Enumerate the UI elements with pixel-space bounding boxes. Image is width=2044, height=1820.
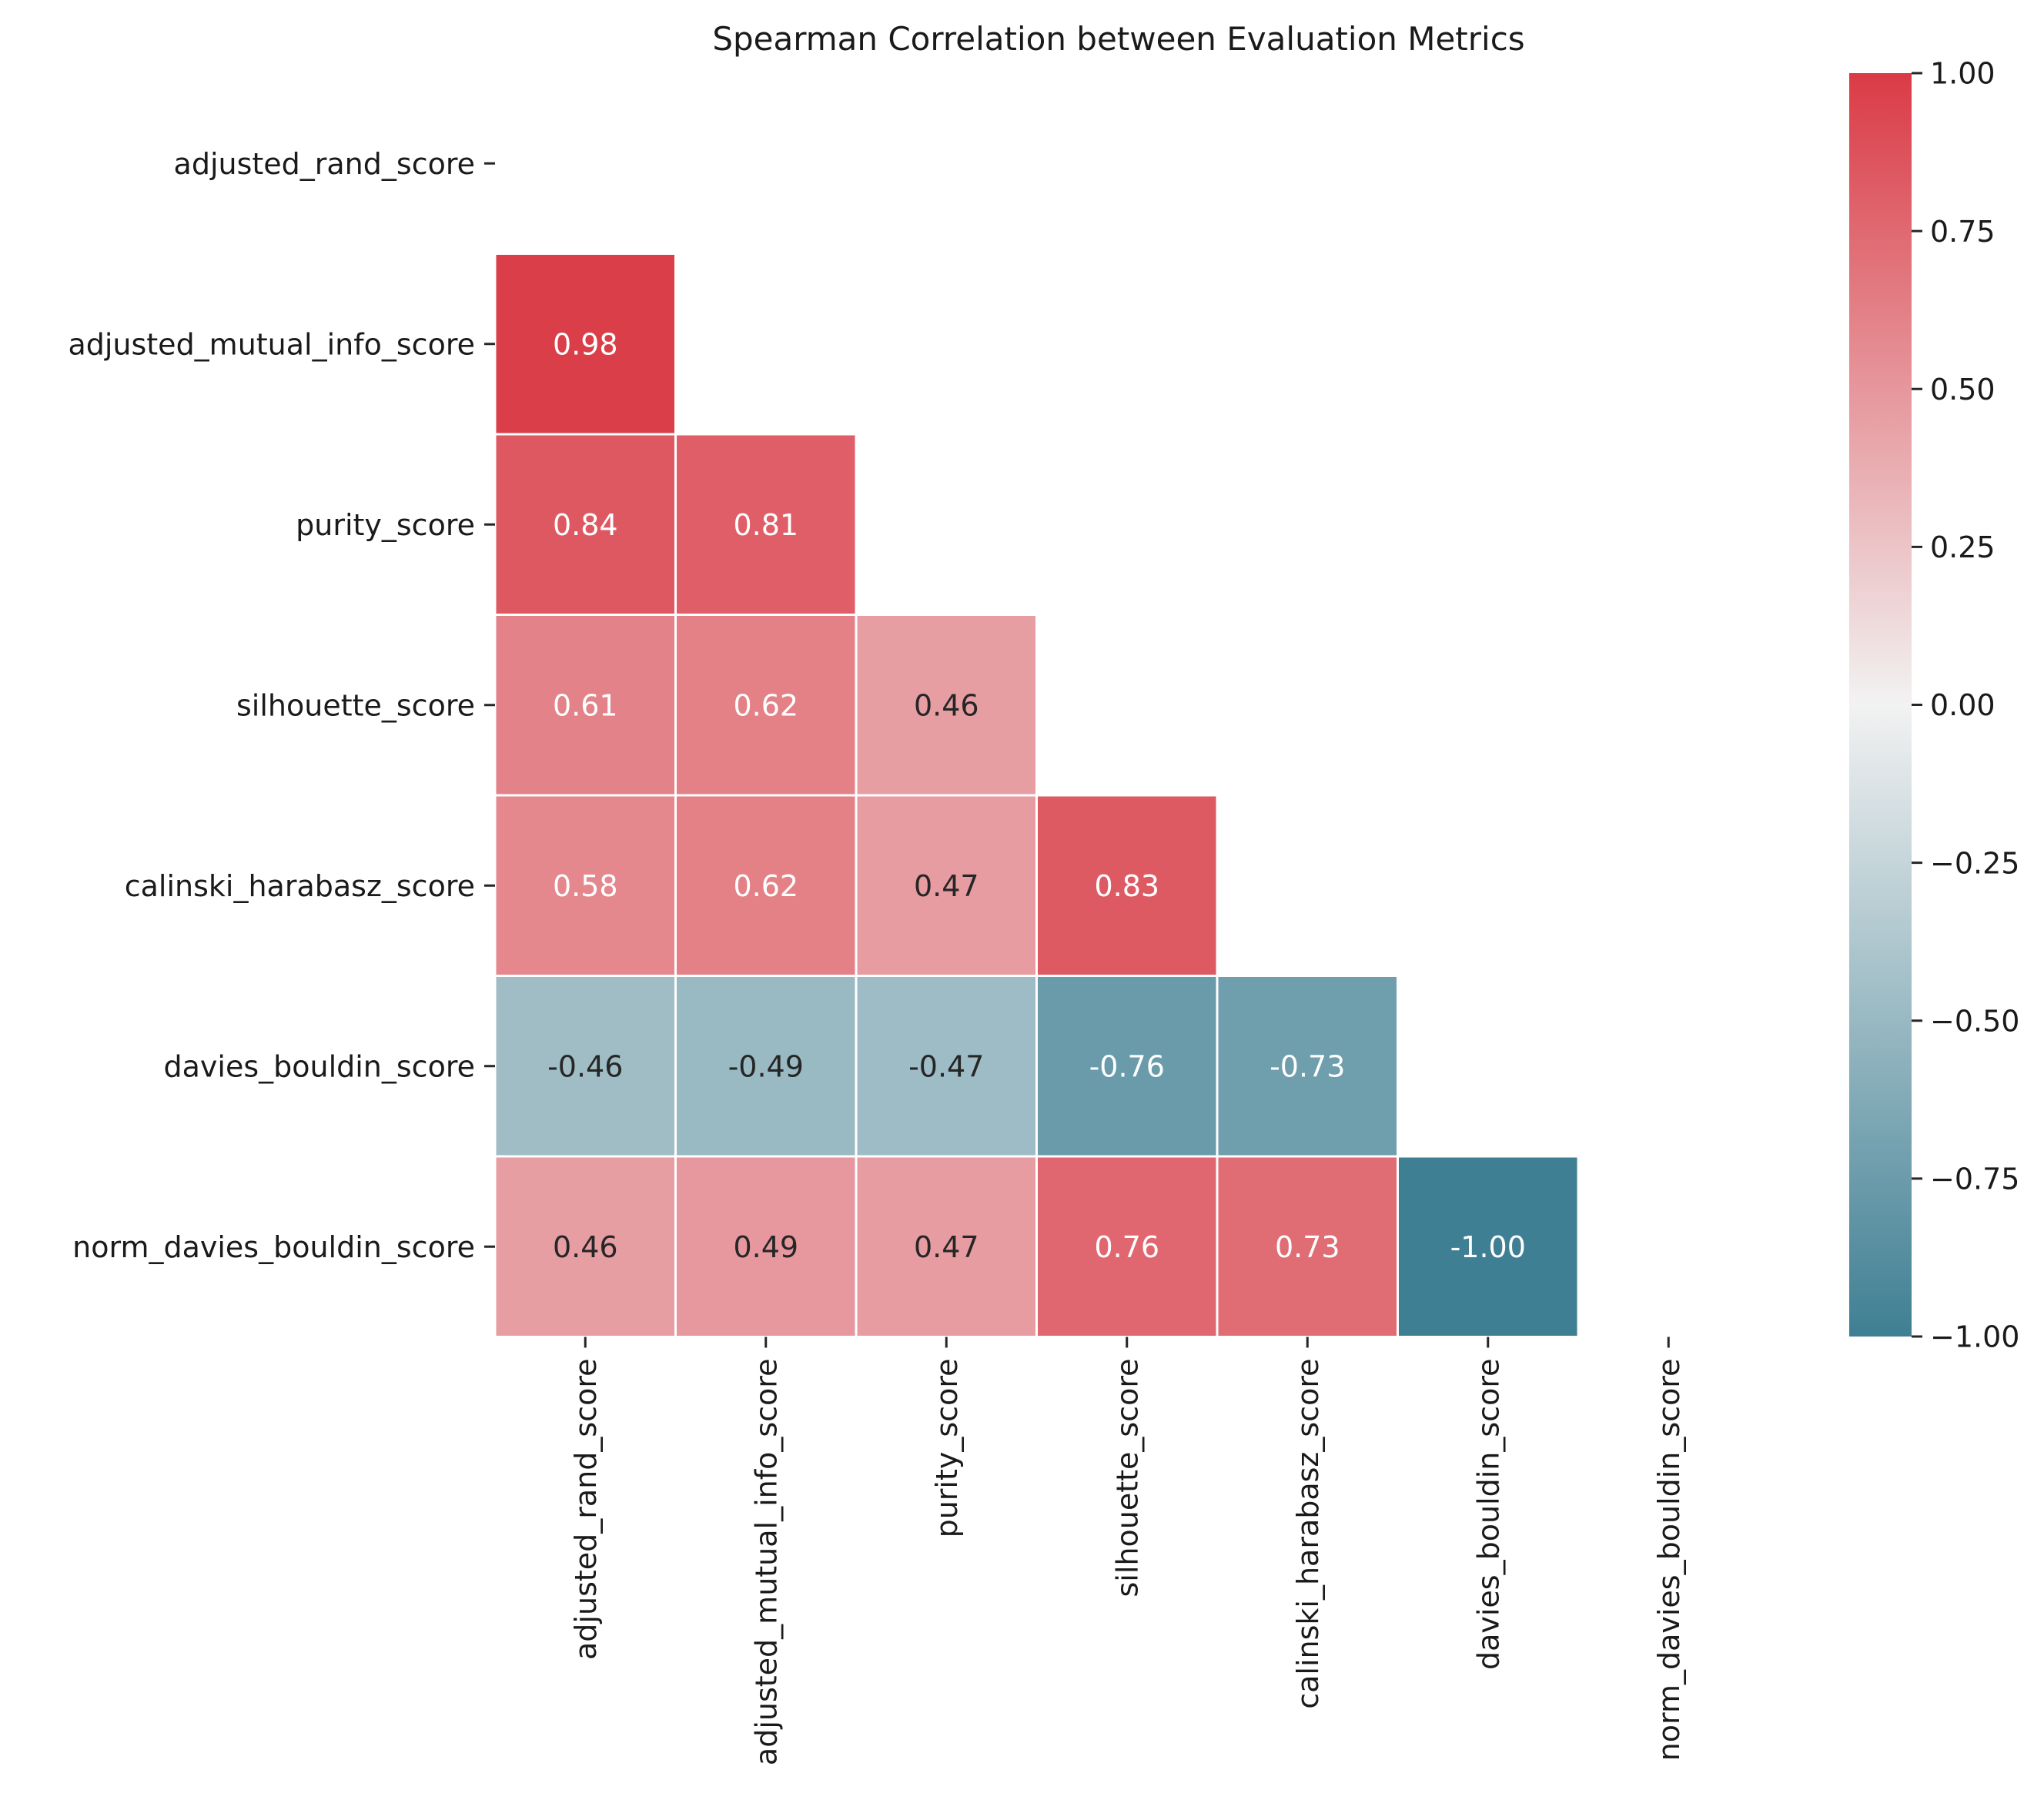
cell-value-label: -0.76 xyxy=(1089,1049,1165,1083)
heatmap-cell xyxy=(855,975,1038,1158)
cell-value-label: 0.58 xyxy=(553,869,618,903)
colorbar-tick-label: 0.00 xyxy=(1930,688,1995,722)
colorbar-tick-label: 0.75 xyxy=(1930,215,1995,249)
heatmap-cell xyxy=(1035,975,1219,1158)
heatmap-cell xyxy=(674,975,858,1158)
y-tick-label: davies_bouldin_score xyxy=(163,1049,475,1083)
cell-value-label: 0.62 xyxy=(733,688,798,722)
cell-value-label: 0.47 xyxy=(914,869,979,903)
heatmap-cell xyxy=(855,614,1038,797)
y-tick-label: norm_davies_bouldin_score xyxy=(72,1230,475,1264)
cell-value-label: -1.00 xyxy=(1450,1230,1526,1264)
y-tick-label: purity_score xyxy=(296,508,475,542)
cell-value-label: 0.84 xyxy=(553,508,618,542)
colorbar-gradient xyxy=(1849,73,1912,1337)
cell-value-label: -0.46 xyxy=(547,1049,623,1083)
y-tick-label: calinski_harabasz_score xyxy=(125,869,475,903)
heatmap-cells xyxy=(493,253,1580,1338)
heatmap-cell xyxy=(1035,794,1219,977)
colorbar-tick-label: −1.00 xyxy=(1930,1320,2019,1354)
heatmap-cell-labels: 0.98 0.84 0.81 0.61 0.62 0.46 0.58 0.62 0.47 0.83… xyxy=(547,327,1526,1264)
cell-value-label: 0.76 xyxy=(1094,1230,1159,1264)
colorbar: 1.00 0.75 0.50 0.25 0.00 −0.25 −0.50 −0.75 −1.00 xyxy=(1849,57,2019,1354)
cell-value-label: 0.46 xyxy=(914,688,979,722)
cell-value-label: 0.46 xyxy=(553,1230,618,1264)
colorbar-tick-label: 0.50 xyxy=(1930,373,1995,406)
heatmap-cell xyxy=(493,433,677,616)
x-tick-label: silhouette_score xyxy=(1110,1359,1144,1598)
x-tick-label: davies_bouldin_score xyxy=(1471,1359,1505,1671)
cell-value-label: 0.98 xyxy=(553,327,618,361)
colorbar-tick-label: 1.00 xyxy=(1930,57,1995,91)
cell-value-label: 0.83 xyxy=(1094,869,1159,903)
cell-value-label: 0.62 xyxy=(733,869,798,903)
heatmap-cell xyxy=(1397,1155,1580,1338)
colorbar-tick-label: −0.25 xyxy=(1930,846,2019,880)
cell-value-label: -0.47 xyxy=(908,1049,984,1083)
heatmap-cell xyxy=(855,1155,1038,1338)
cell-value-label: -0.49 xyxy=(728,1049,804,1083)
y-tick-label: adjusted_rand_score xyxy=(174,147,475,181)
x-tick-label: norm_davies_bouldin_score xyxy=(1652,1359,1686,1761)
y-tick-label: adjusted_mutual_info_score xyxy=(68,327,475,361)
heatmap-cell xyxy=(1216,975,1399,1158)
heatmap-cell xyxy=(674,614,858,797)
colorbar-tick-label: 0.25 xyxy=(1930,530,1995,564)
cell-value-label: 0.61 xyxy=(553,688,618,722)
cell-value-label: 0.81 xyxy=(733,508,798,542)
heatmap-cell xyxy=(674,433,858,616)
x-tick-label: calinski_harabasz_score xyxy=(1291,1359,1325,1709)
y-tick-label: silhouette_score xyxy=(236,688,475,722)
cell-value-label: -0.73 xyxy=(1270,1049,1345,1083)
y-axis: adjusted_rand_score adjusted_mutual_info_… xyxy=(68,147,495,1264)
x-axis: adjusted_rand_score adjusted_mutual_info_… xyxy=(569,1337,1686,1766)
chart-title: Spearman Correlation between Evaluation … xyxy=(712,20,1524,58)
x-tick-label: adjusted_mutual_info_score xyxy=(749,1359,783,1766)
colorbar-tick-label: −0.75 xyxy=(1930,1163,2019,1196)
heatmap-cell xyxy=(674,1155,858,1338)
heatmap-cell xyxy=(1216,1155,1399,1338)
colorbar-tick-label: −0.50 xyxy=(1930,1004,2019,1038)
cell-value-label: 0.49 xyxy=(733,1230,798,1264)
cell-value-label: 0.47 xyxy=(914,1230,979,1264)
x-tick-label: purity_score xyxy=(930,1359,964,1538)
x-tick-label: adjusted_rand_score xyxy=(569,1359,603,1660)
heatmap-cell xyxy=(493,253,677,436)
heatmap-cell xyxy=(1035,1155,1219,1338)
cell-value-label: 0.73 xyxy=(1275,1230,1340,1264)
heatmap-cell xyxy=(674,794,858,977)
heatmap-cell xyxy=(493,614,677,797)
